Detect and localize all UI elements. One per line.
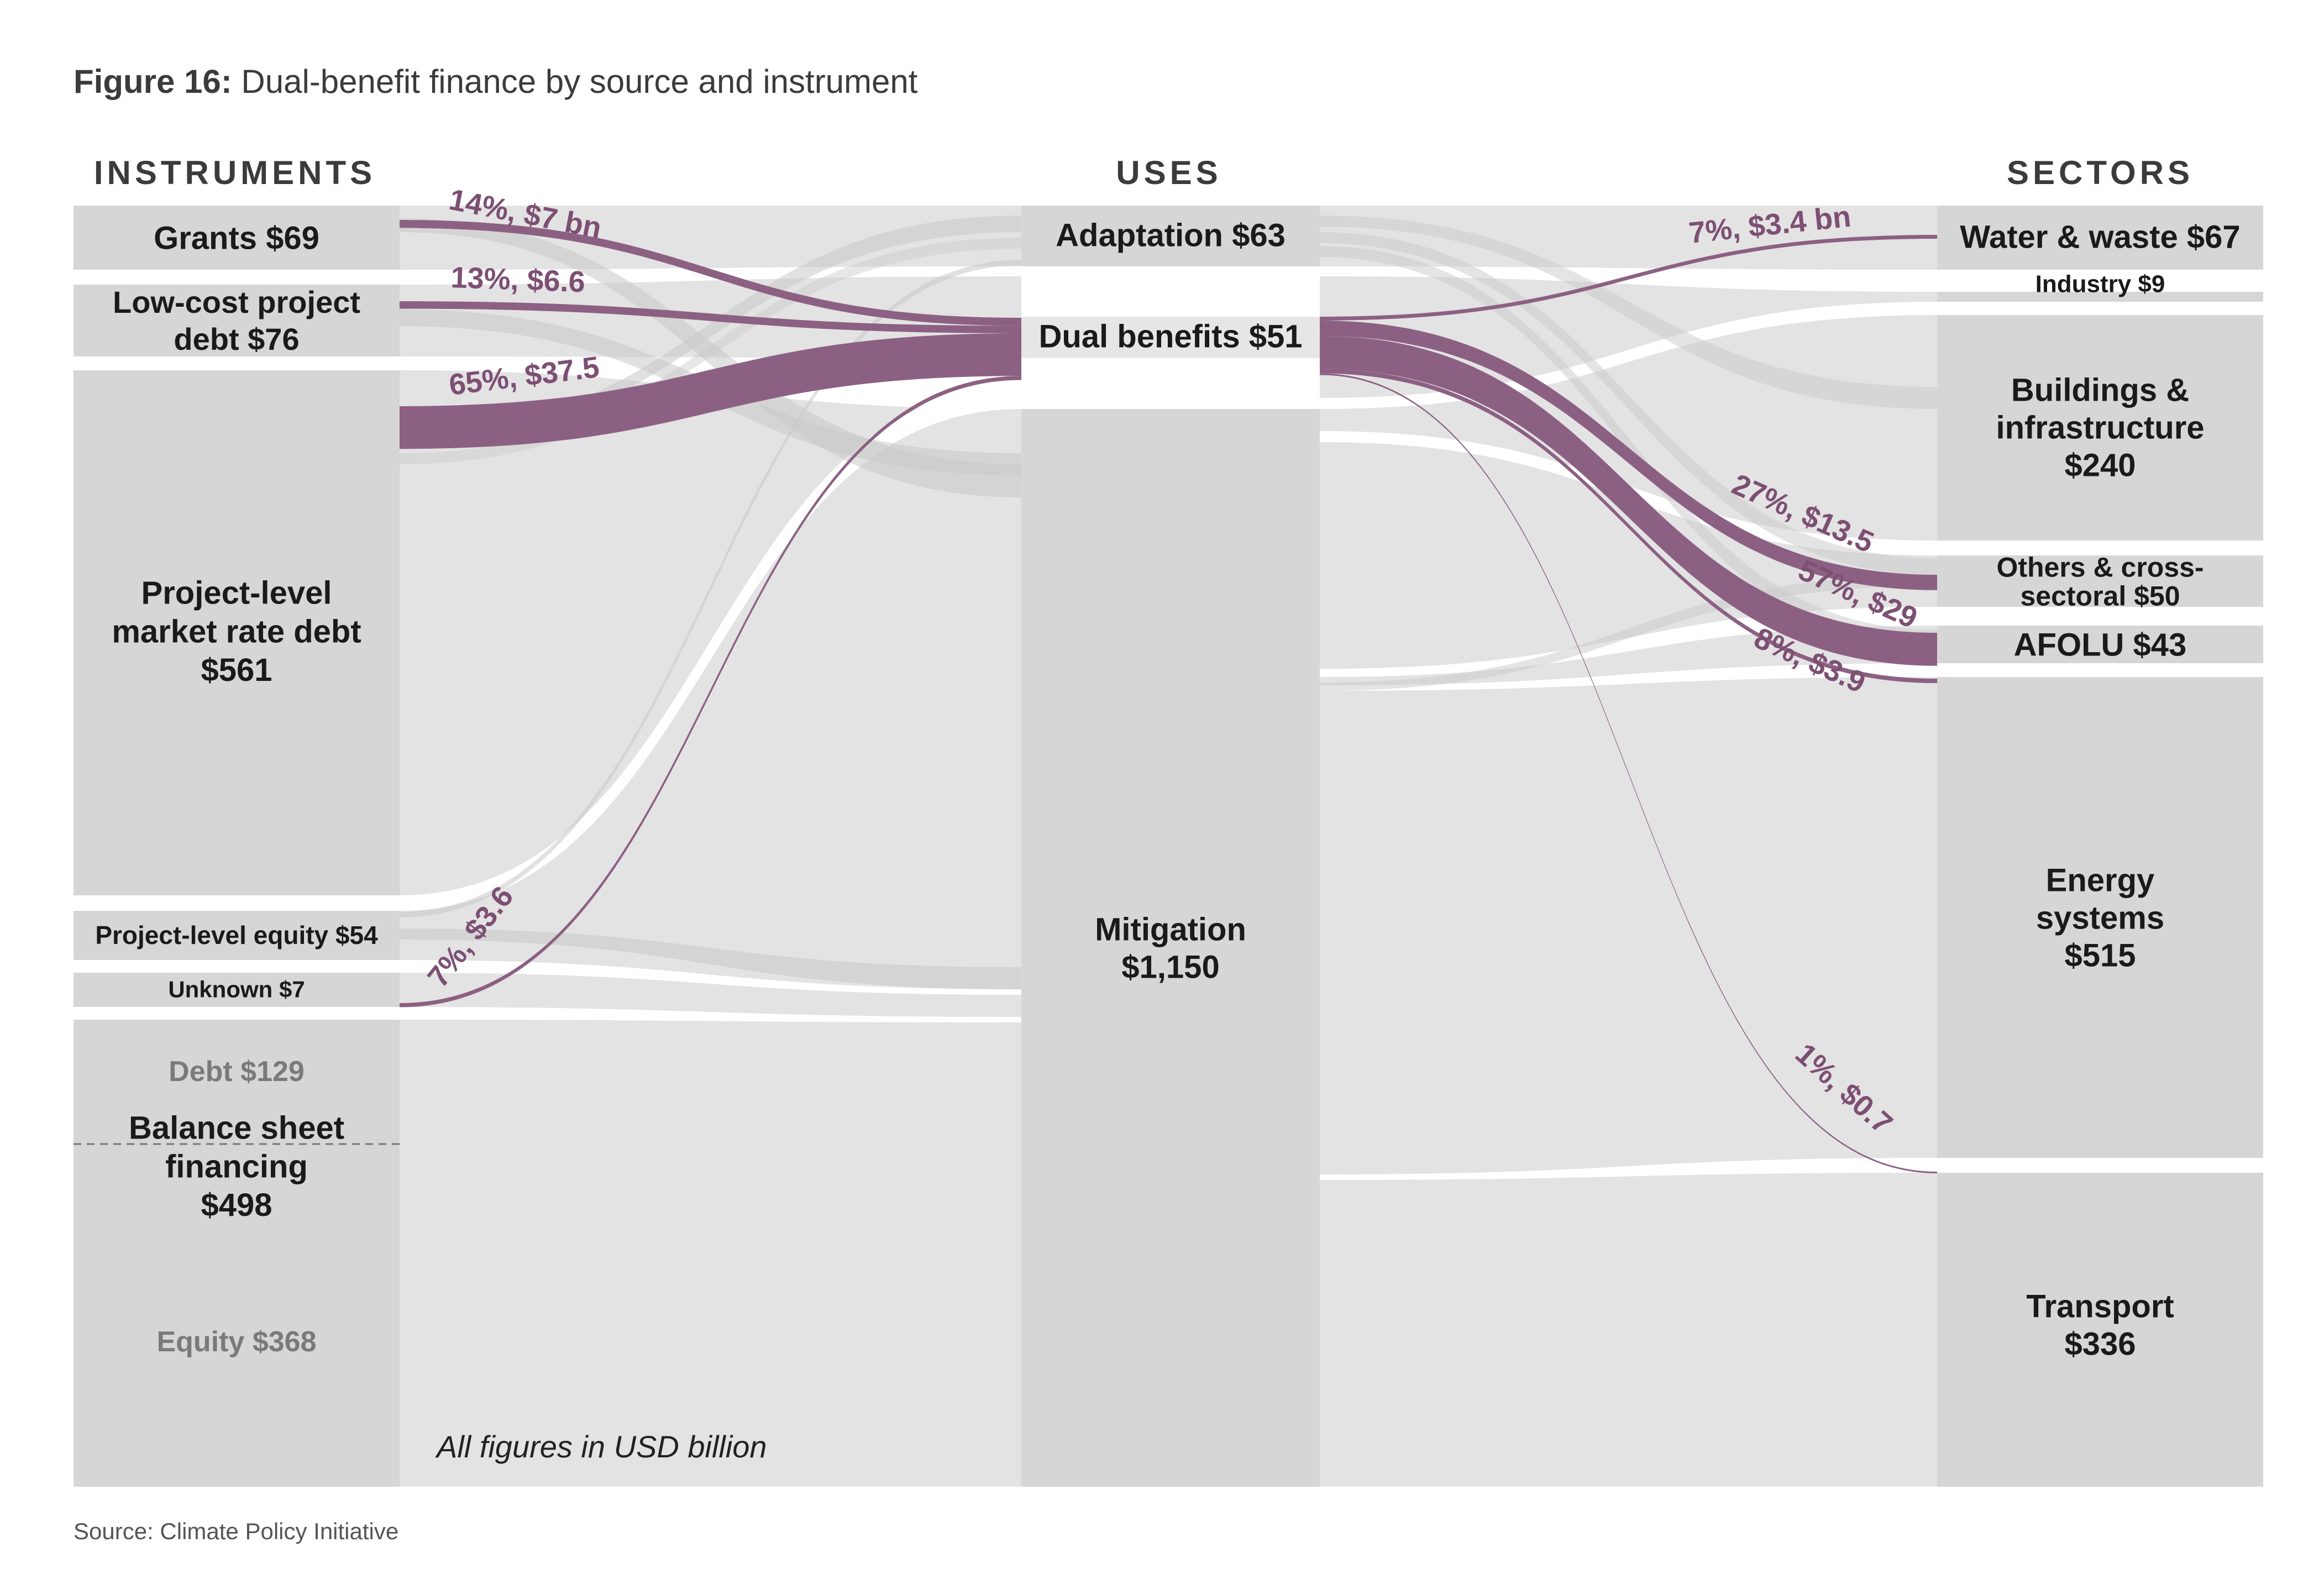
label-adaptation: Adaptation $63 xyxy=(1056,217,1286,253)
dual-flow-lowcost xyxy=(400,301,1021,334)
dual-flow-unknown xyxy=(400,376,1021,1008)
dual-label-lowcost: 13%, $6.6 xyxy=(450,261,586,298)
flow-band-right xyxy=(1320,206,1937,1487)
flow-gap xyxy=(1320,302,1937,409)
dual-flow-grants xyxy=(400,220,1021,326)
flow-adaptation-others xyxy=(1320,232,1937,575)
node-buildings xyxy=(1937,315,2263,541)
instruments-heading: INSTRUMENTS xyxy=(94,154,376,191)
flow-market-adaptation xyxy=(400,216,1021,442)
flow-gap xyxy=(400,960,1021,995)
uses-heading: USES xyxy=(1116,154,1221,191)
label-balance-debt: Debt $129 xyxy=(169,1056,305,1088)
node-mitigation xyxy=(1021,409,1320,1487)
node-others xyxy=(1937,555,2263,607)
label-water: Water & waste $67 xyxy=(1960,219,2240,255)
node-lowcost xyxy=(74,285,400,356)
flow-adaptation-afolu xyxy=(1320,246,1937,647)
label-transport: Transport $336 xyxy=(2026,1288,2174,1362)
flow-gap xyxy=(400,1007,1021,1022)
dual-flow-to-water xyxy=(1320,235,1937,321)
figure-title-text: Dual-benefit finance by source and instr… xyxy=(232,63,918,100)
units-note: All figures in USD billion xyxy=(435,1429,767,1464)
node-dual xyxy=(1021,317,1320,358)
node-unknown xyxy=(74,973,400,1007)
flow-equity-adaptation xyxy=(400,260,1021,917)
flow-grants-mitigation xyxy=(400,218,1021,497)
dual-gap-top xyxy=(1021,266,1320,317)
dual-gap-bottom xyxy=(1021,358,1320,409)
node-energy xyxy=(1937,677,2263,1158)
label-mitigation: Mitigation $1,150 xyxy=(1095,911,1246,985)
label-grants: Grants $69 xyxy=(154,220,319,256)
flow-mitigation-others xyxy=(1320,575,1937,691)
figure-title-number: Figure 16: xyxy=(74,63,232,100)
dual-flow-to-transport xyxy=(1320,373,1937,1173)
node-transport xyxy=(1937,1173,2263,1487)
node-grants xyxy=(74,206,400,270)
label-balance-equity: Equity $368 xyxy=(156,1326,316,1358)
dual-flow-market xyxy=(400,333,1021,449)
flow-gap xyxy=(1320,1158,1937,1180)
dual-benefit-flows xyxy=(400,220,1937,1173)
flow-market-adaptation-2 xyxy=(400,238,1021,464)
label-industry: Industry $9 xyxy=(2036,270,2165,297)
node-market xyxy=(74,370,400,895)
node-equity xyxy=(74,911,400,960)
dual-flow-to-afolu xyxy=(1320,335,1937,666)
label-balance: Balance sheet financing $498 xyxy=(129,1110,344,1223)
flow-adaptation-buildings xyxy=(1320,216,1937,409)
label-unknown: Unknown $7 xyxy=(168,977,305,1003)
label-others: Others & cross-sectoral $50 xyxy=(1996,552,2204,612)
node-industry xyxy=(1937,292,2263,302)
sectors-heading: SECTORS xyxy=(2007,154,2194,191)
dual-flow-to-afolu_lower xyxy=(1320,369,1937,684)
node-afolu xyxy=(1937,626,2263,663)
flow-equity-mitigation xyxy=(400,928,1021,989)
label-equity: Project-level equity $54 xyxy=(95,921,378,949)
flow-gap xyxy=(400,387,1021,911)
node-adaptation xyxy=(1021,206,1320,266)
label-dual: Dual benefits $51 xyxy=(1038,318,1302,354)
node-water xyxy=(1937,206,2263,270)
node-balance xyxy=(74,1020,400,1487)
source-note: Source: Climate Policy Initiative xyxy=(74,1518,398,1544)
label-buildings: Buildings & infrastructure $240 xyxy=(1996,372,2204,483)
flow-gap xyxy=(1320,663,1937,691)
dual-flow-to-others xyxy=(1320,321,1937,590)
nodes xyxy=(74,206,2263,1487)
label-market: Project-level market rate debt $561 xyxy=(112,575,361,688)
figure-title: Figure 16: Dual-benefit finance by sourc… xyxy=(74,63,918,100)
label-lowcost: Low-cost project debt $76 xyxy=(113,285,360,356)
label-energy: Energy systems $515 xyxy=(2036,862,2164,973)
label-afolu: AFOLU $43 xyxy=(2014,627,2187,663)
